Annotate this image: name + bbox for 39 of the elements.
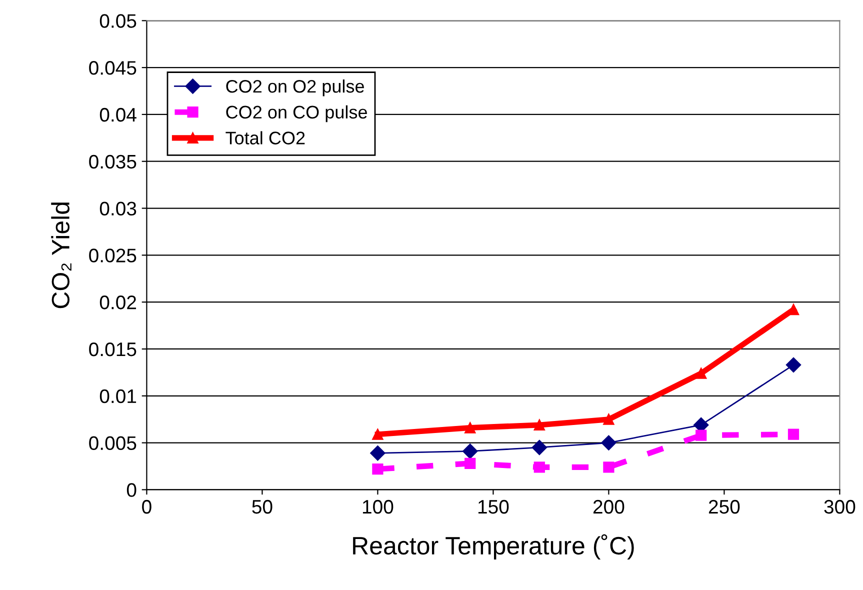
point [372,464,384,475]
y-tick-label: 0.025 [89,248,136,262]
point [532,440,547,456]
point [370,446,386,461]
legend-label: CO2 on CO pulse [226,105,367,122]
point [534,462,545,473]
point [464,422,476,434]
point [603,414,614,425]
y-tick-label: 0.035 [89,154,136,169]
point [696,368,707,379]
y-axis-title: CO₂ Yield [51,202,72,308]
y-tick-label: 0.015 [89,342,136,356]
point [464,458,476,469]
point [372,428,384,440]
point [788,428,800,440]
x-tick-label: 150 [478,500,509,514]
x-tick-label: 50 [252,500,272,514]
y-tick-label: 0.04 [100,108,136,122]
x-tick-label: 200 [593,500,624,514]
legend-label: CO2 on O2 pulse [226,79,364,96]
x-axis-title: Reactor Temperature (˚C) [353,534,634,560]
y-tick-label: 0.045 [89,61,136,75]
point [534,419,545,431]
y-tick-label: 0 [126,483,136,497]
x-tick-label: 300 [824,500,856,514]
x-tick-label: 0 [142,500,152,514]
y-tick-label: 0.01 [100,389,136,404]
y-tick-label: 0.02 [100,296,136,310]
point [462,444,478,459]
x-tick-label: 100 [362,500,394,514]
legend-label: Total CO2 [226,131,305,144]
point [696,430,707,441]
y-tick-label: 0.05 [100,14,136,28]
y-tick-label: 0.03 [100,202,136,216]
point [786,357,802,373]
y-tick-label: 0.005 [89,436,136,450]
x-tick-label: 250 [708,500,740,514]
point [601,435,616,450]
point [603,462,614,473]
